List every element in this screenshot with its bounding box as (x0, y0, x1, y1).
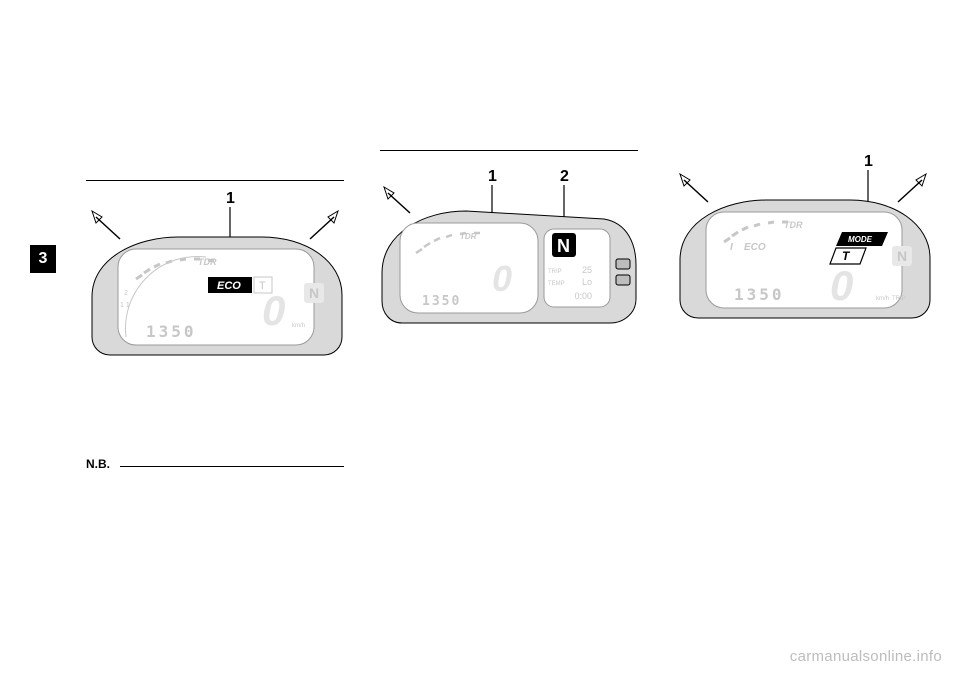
callout-number: 2 (560, 168, 569, 185)
svg-text:TRIP: TRIP (548, 269, 562, 275)
divider (86, 180, 344, 181)
manual-page: 3 1 (0, 0, 960, 679)
svg-text:ECO: ECO (217, 280, 241, 292)
watermark: carmanualsonline.info (790, 648, 942, 665)
svg-text:km/h: km/h (292, 323, 305, 329)
svg-text:km/h: km/h (876, 296, 889, 302)
column-3: 1 TDR I ECO (674, 120, 932, 330)
speed-digit: 0 (262, 287, 285, 334)
figure-mode-indicator: 1 TDR I ECO (674, 150, 932, 330)
callout-number: 1 (226, 190, 235, 207)
svg-text:25: 25 (582, 265, 592, 275)
divider (380, 150, 638, 151)
svg-text:MODE: MODE (848, 235, 873, 244)
svg-text:N: N (309, 285, 319, 301)
svg-text:TDR: TDR (460, 232, 477, 241)
svg-text:ECO: ECO (744, 242, 766, 253)
note-rule (120, 466, 344, 467)
svg-text:I: I (730, 242, 733, 253)
svg-text:2: 2 (124, 290, 128, 297)
odometer: 1350 (146, 322, 197, 341)
svg-text:TDR: TDR (784, 220, 803, 230)
svg-text:1350: 1350 (422, 294, 461, 309)
svg-text:0: 0 (830, 262, 853, 309)
column-1: 1 2 1 (86, 120, 344, 467)
figure-neutral-indicator: 1 2 (380, 157, 638, 337)
callout-number: 1 (488, 168, 497, 185)
note-block: N.B. (86, 455, 344, 467)
svg-text:N: N (897, 248, 907, 264)
svg-text:TRIP: TRIP (892, 296, 906, 302)
callout-number: 1 (864, 153, 873, 170)
svg-text:0: 0 (492, 258, 512, 299)
figure-eco-indicator: 1 2 1 (86, 187, 344, 367)
section-tab: 3 (30, 245, 56, 273)
svg-text:N: N (557, 236, 570, 256)
column-2: 1 2 (380, 120, 638, 337)
brand-text: TDR (198, 257, 217, 267)
svg-text:TEMP: TEMP (548, 281, 565, 287)
note-label: N.B. (86, 457, 116, 471)
svg-text:1 1: 1 1 (120, 302, 130, 309)
svg-text:1350: 1350 (734, 285, 785, 304)
svg-text:0:00: 0:00 (574, 291, 592, 301)
svg-text:Lo: Lo (582, 277, 592, 287)
